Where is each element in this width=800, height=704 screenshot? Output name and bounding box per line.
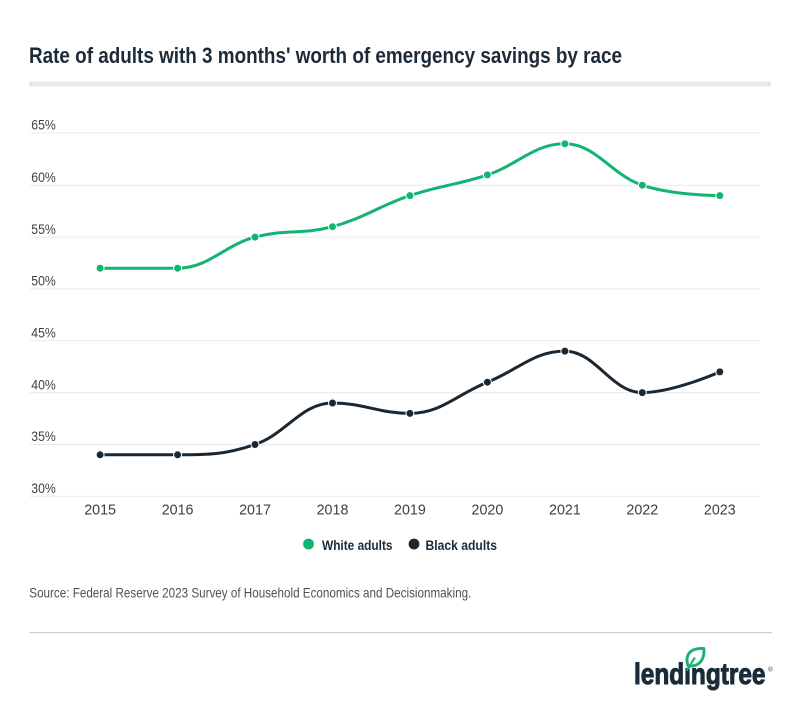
svg-text:2022: 2022 (626, 502, 658, 519)
svg-text:2021: 2021 (549, 502, 581, 519)
svg-text:Source: Federal Reserve 2023 S: Source: Federal Reserve 2023 Survey of H… (29, 585, 471, 601)
svg-text:White adults: White adults (322, 537, 393, 553)
svg-text:lendıngtree: lendıngtree (634, 658, 766, 691)
svg-text:35%: 35% (31, 428, 56, 444)
svg-text:2023: 2023 (704, 502, 736, 519)
svg-text:60%: 60% (31, 169, 56, 185)
svg-text:®: ® (768, 666, 773, 674)
svg-text:Rate of adults with 3 months': Rate of adults with 3 months' worth of e… (29, 44, 622, 69)
svg-text:2016: 2016 (162, 502, 194, 519)
svg-text:2018: 2018 (317, 502, 349, 519)
svg-text:65%: 65% (31, 117, 56, 133)
svg-text:40%: 40% (31, 376, 56, 392)
svg-text:Black adults: Black adults (426, 537, 498, 553)
svg-text:2015: 2015 (84, 502, 116, 519)
svg-text:45%: 45% (31, 325, 56, 341)
svg-text:2017: 2017 (239, 502, 271, 519)
svg-text:50%: 50% (31, 273, 56, 289)
svg-text:2019: 2019 (394, 502, 426, 519)
svg-text:2020: 2020 (472, 502, 504, 519)
svg-text:30%: 30% (31, 480, 56, 496)
svg-text:55%: 55% (31, 221, 56, 237)
